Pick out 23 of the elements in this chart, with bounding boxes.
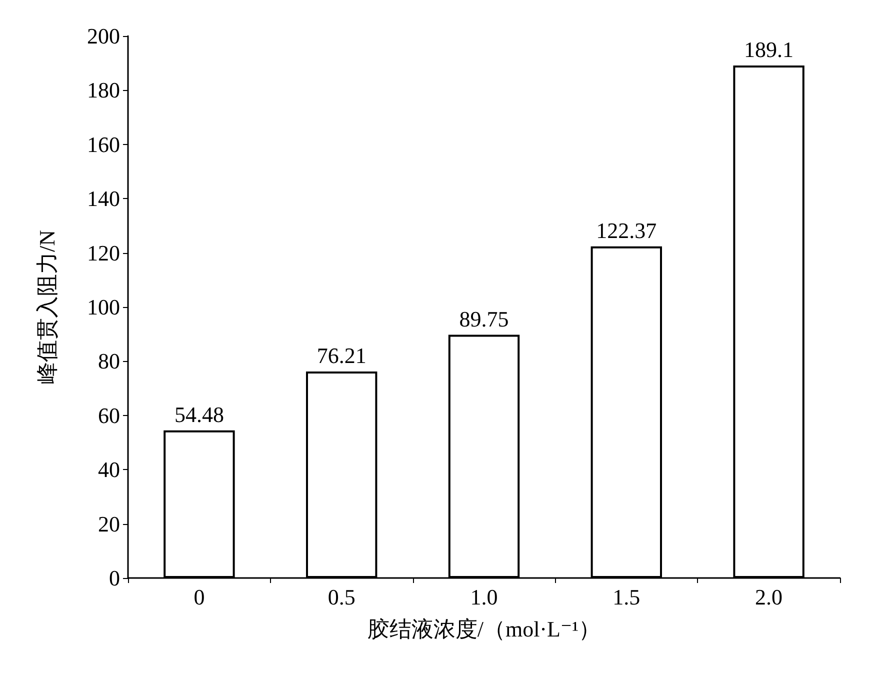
y-tick-label: 60 [98,402,120,428]
data-label: 189.1 [744,37,794,62]
y-tick-label: 140 [87,186,120,212]
y-tick-label: 0 [109,566,120,590]
y-tick-label: 20 [98,511,120,536]
y-tick-label: 200 [87,24,120,48]
data-label: 54.48 [174,402,224,427]
data-label: 76.21 [316,342,366,368]
y-tick-label: 40 [98,457,120,482]
y-tick-label: 120 [87,240,120,266]
x-tick-label: 0 [194,584,205,610]
y-tick-label: 180 [87,78,120,103]
data-label: 122.37 [596,218,657,243]
x-tick-label: 1.5 [612,584,640,610]
y-axis-title: 峰值贯入阻力/N [34,230,60,384]
x-tick-label: 1.0 [470,584,498,610]
x-tick-label: 2.0 [755,584,783,610]
y-tick-label: 100 [87,294,120,320]
y-tick-label: 80 [98,348,120,374]
x-tick-label: 0.5 [328,584,356,610]
data-label: 89.75 [459,306,509,332]
y-tick-label: 160 [87,132,120,157]
x-axis-title: 胶结液浓度/（mol·L⁻¹） [367,616,601,642]
